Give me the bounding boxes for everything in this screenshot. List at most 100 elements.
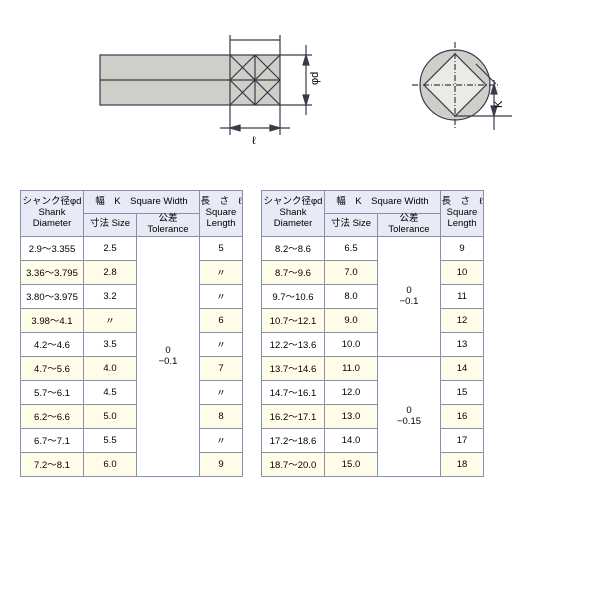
cell: 〃 bbox=[84, 308, 137, 332]
cell: 3.80～3.975 bbox=[21, 284, 84, 308]
table-row: 3.98～4.1〃 6 bbox=[21, 308, 243, 332]
cell: 12 bbox=[441, 308, 484, 332]
cell: 4.7～5.6 bbox=[21, 356, 84, 380]
cell: 11.0 bbox=[325, 356, 378, 380]
table-row: 8.7～9.67.0 10 bbox=[262, 260, 484, 284]
cell: 〃 bbox=[200, 260, 243, 284]
table-row: 7.2～8.16.09 bbox=[21, 452, 243, 476]
cell: 3.5 bbox=[84, 332, 137, 356]
cell: 〃 bbox=[200, 332, 243, 356]
cell: 6.7～7.1 bbox=[21, 428, 84, 452]
cell: 17 bbox=[441, 428, 484, 452]
spec-table-right: シャンク径φdShankDiameter 幅 K Square Width 長 … bbox=[261, 190, 484, 477]
cell: 6 bbox=[200, 308, 243, 332]
cell: 9.0 bbox=[325, 308, 378, 332]
cell: 13 bbox=[441, 332, 484, 356]
cell: 4.0 bbox=[84, 356, 137, 380]
cell: 16 bbox=[441, 404, 484, 428]
cell: 0−0.1 bbox=[137, 236, 200, 476]
cell: 3.2 bbox=[84, 284, 137, 308]
technical-drawing: φd ℓ K bbox=[80, 20, 580, 160]
side-view-diagram: φd ℓ bbox=[80, 20, 340, 160]
cell: 2.9～3.355 bbox=[21, 236, 84, 260]
cell: 15 bbox=[441, 380, 484, 404]
cell: 16.2～17.1 bbox=[262, 404, 325, 428]
hdr-tolerance: 公差 Tolerance bbox=[137, 214, 200, 237]
cell: 10.0 bbox=[325, 332, 378, 356]
cell: 13.7～14.6 bbox=[262, 356, 325, 380]
spec-table-left: シャンク径φdShankDiameter 幅 K Square Width 長 … bbox=[20, 190, 243, 477]
cell: 5.7～6.1 bbox=[21, 380, 84, 404]
cell: 6.2～6.6 bbox=[21, 404, 84, 428]
cell: 11 bbox=[441, 284, 484, 308]
cell: 4.5 bbox=[84, 380, 137, 404]
cell: 4.2～4.6 bbox=[21, 332, 84, 356]
cell: 6.0 bbox=[84, 452, 137, 476]
table-row: 10.7～12.19.0 12 bbox=[262, 308, 484, 332]
cell: 12.0 bbox=[325, 380, 378, 404]
table-row: 9.7～10.68.0 11 bbox=[262, 284, 484, 308]
cell: 15.0 bbox=[325, 452, 378, 476]
cell: 0−0.1 bbox=[378, 236, 441, 356]
hdr-shank: シャンク径φdShankDiameter bbox=[262, 191, 325, 237]
hdr-tolerance: 公差 Tolerance bbox=[378, 214, 441, 237]
cell: 5.0 bbox=[84, 404, 137, 428]
table-row: 6.7～7.15.5 〃 bbox=[21, 428, 243, 452]
cell: 8.2～8.6 bbox=[262, 236, 325, 260]
right-body: 8.2～8.66.50−0.198.7～9.67.0109.7～10.68.01… bbox=[262, 236, 484, 476]
table-row: 4.2～4.63.5 〃 bbox=[21, 332, 243, 356]
table-row: 12.2～13.610.0 13 bbox=[262, 332, 484, 356]
table-row: 17.2～18.614.0 17 bbox=[262, 428, 484, 452]
cell: 5 bbox=[200, 236, 243, 260]
cell: 9 bbox=[200, 452, 243, 476]
table-row: 13.7～14.611.00−0.1514 bbox=[262, 356, 484, 380]
k-label: K bbox=[493, 100, 505, 108]
cell: 2.8 bbox=[84, 260, 137, 284]
cell: 13.0 bbox=[325, 404, 378, 428]
cell: 〃 bbox=[200, 428, 243, 452]
table-row: 18.7～20.015.0 18 bbox=[262, 452, 484, 476]
cell: 14.7～16.1 bbox=[262, 380, 325, 404]
table-row: 14.7～16.112.0 15 bbox=[262, 380, 484, 404]
cell: 9 bbox=[441, 236, 484, 260]
cell: 〃 bbox=[200, 284, 243, 308]
cell: 8 bbox=[200, 404, 243, 428]
hdr-size: 寸法 Size bbox=[84, 214, 137, 237]
cell: 12.2～13.6 bbox=[262, 332, 325, 356]
cell: 7.0 bbox=[325, 260, 378, 284]
table-row: 3.36～3.7952.8 〃 bbox=[21, 260, 243, 284]
phi-d-label: φd bbox=[309, 72, 321, 85]
cell: 〃 bbox=[200, 380, 243, 404]
cell: 8.7～9.6 bbox=[262, 260, 325, 284]
table-row: 8.2～8.66.50−0.19 bbox=[262, 236, 484, 260]
tables-container: シャンク径φdShankDiameter 幅 K Square Width 長 … bbox=[20, 190, 580, 477]
cell: 3.36～3.795 bbox=[21, 260, 84, 284]
hdr-width: 幅 K Square Width bbox=[84, 191, 200, 214]
cell: 18 bbox=[441, 452, 484, 476]
table-row: 5.7～6.14.5 〃 bbox=[21, 380, 243, 404]
cell: 14.0 bbox=[325, 428, 378, 452]
cell: 0−0.15 bbox=[378, 356, 441, 476]
hdr-length: 長 さ ℓSquareLength bbox=[441, 191, 484, 237]
table-row: 3.80～3.9753.2 〃 bbox=[21, 284, 243, 308]
cell: 10 bbox=[441, 260, 484, 284]
cell: 18.7～20.0 bbox=[262, 452, 325, 476]
table-row: 16.2～17.113.0 16 bbox=[262, 404, 484, 428]
left-body: 2.9～3.3552.50−0.153.36～3.7952.8〃3.80～3.9… bbox=[21, 236, 243, 476]
cell: 2.5 bbox=[84, 236, 137, 260]
cell: 14 bbox=[441, 356, 484, 380]
cell: 10.7～12.1 bbox=[262, 308, 325, 332]
table-row: 4.7～5.64.0 7 bbox=[21, 356, 243, 380]
table-row: 6.2～6.65.0 8 bbox=[21, 404, 243, 428]
hdr-length: 長 さ ℓSquareLength bbox=[200, 191, 243, 237]
cell: 8.0 bbox=[325, 284, 378, 308]
cell: 5.5 bbox=[84, 428, 137, 452]
cell: 17.2～18.6 bbox=[262, 428, 325, 452]
cell: 9.7～10.6 bbox=[262, 284, 325, 308]
hdr-width: 幅 K Square Width bbox=[325, 191, 441, 214]
hdr-shank: シャンク径φdShankDiameter bbox=[21, 191, 84, 237]
end-view-diagram: K bbox=[400, 30, 520, 150]
cell: 7 bbox=[200, 356, 243, 380]
cell: 3.98～4.1 bbox=[21, 308, 84, 332]
table-row: 2.9～3.3552.50−0.15 bbox=[21, 236, 243, 260]
